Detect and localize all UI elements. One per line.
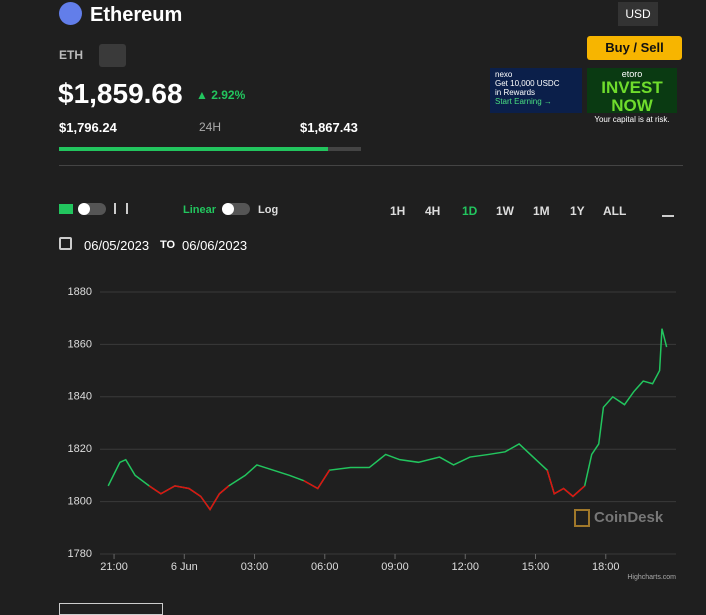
- credit: Highcharts.com: [627, 574, 676, 581]
- price: $1,859.68: [58, 78, 183, 109]
- ad-text: etoro: [621, 69, 643, 79]
- range-button[interactable]: 1D: [462, 204, 478, 218]
- x-tick-label: 6 Jun: [171, 561, 198, 573]
- x-tick-label: 21:00: [100, 561, 128, 573]
- y-tick-label: 1780: [68, 548, 92, 560]
- y-tick-label: 1820: [68, 443, 92, 455]
- x-tick-label: 09:00: [381, 561, 409, 573]
- area-icon[interactable]: [59, 204, 73, 214]
- toggle[interactable]: [222, 203, 250, 215]
- eth-icon: [59, 2, 82, 25]
- x-tick-label: 12:00: [452, 561, 480, 573]
- range-button[interactable]: 1Y: [570, 204, 585, 218]
- date-to[interactable]: 06/06/2023: [182, 238, 248, 253]
- watermark: CoinDesk: [594, 509, 664, 526]
- range-button[interactable]: ALL: [603, 204, 627, 218]
- low: $1,796.24: [59, 120, 117, 135]
- range-label: 24H: [199, 120, 222, 134]
- y-tick-label: 1880: [68, 286, 92, 298]
- currency[interactable]: USD: [618, 2, 658, 26]
- range-track: [59, 147, 361, 151]
- y-tick-label: 1800: [68, 496, 92, 508]
- date-from[interactable]: 06/05/2023: [84, 238, 150, 253]
- etoro-ad[interactable]: etoro INVEST NOW Your capital is at risk.: [587, 68, 677, 124]
- watermark-logo: [574, 509, 590, 527]
- x-tick-label: 06:00: [311, 561, 339, 573]
- ad-text: in Rewards: [495, 88, 536, 97]
- ad-text: nexo: [495, 70, 513, 79]
- download-icon[interactable]: [662, 203, 674, 217]
- ad-text: Get 10,000 USDC: [495, 79, 560, 88]
- range-fill: [59, 147, 328, 151]
- x-tick-label: 18:00: [592, 561, 620, 573]
- range-button[interactable]: 1W: [496, 204, 514, 218]
- candle-icon[interactable]: [114, 203, 128, 214]
- x-tick-label: 03:00: [241, 561, 269, 573]
- calendar-icon[interactable]: [59, 237, 72, 250]
- change: 2.92%: [211, 88, 246, 102]
- date-sep: TO: [160, 239, 176, 251]
- symbol: ETH: [59, 48, 83, 62]
- price-line: [148, 485, 230, 511]
- range-button[interactable]: 1M: [533, 204, 550, 218]
- price-line: [546, 469, 586, 498]
- scale-linear[interactable]: Linear: [183, 204, 217, 216]
- coin-title: Ethereum: [90, 4, 183, 26]
- ad-text: Your capital is at risk.: [594, 115, 670, 124]
- scale-log[interactable]: Log: [258, 204, 279, 216]
- toggle[interactable]: [78, 203, 106, 215]
- range-button[interactable]: 1H: [390, 204, 406, 218]
- ad-text: Start Earning →: [495, 97, 552, 106]
- high: $1,867.43: [300, 120, 358, 135]
- y-tick-label: 1860: [68, 338, 92, 350]
- nexo-ad[interactable]: nexo Get 10,000 USDC in Rewards Start Earni…: [490, 68, 582, 113]
- y-tick-label: 1840: [68, 391, 92, 403]
- ad-text: INVEST NOW: [601, 78, 663, 115]
- share-button[interactable]: [99, 44, 126, 67]
- range-button[interactable]: 4H: [425, 204, 441, 218]
- price-line: [107, 328, 668, 511]
- divider: [59, 165, 683, 166]
- x-tick-label: 15:00: [522, 561, 550, 573]
- price-line: [303, 469, 331, 490]
- buy-button[interactable]: Buy / Sell: [587, 36, 682, 60]
